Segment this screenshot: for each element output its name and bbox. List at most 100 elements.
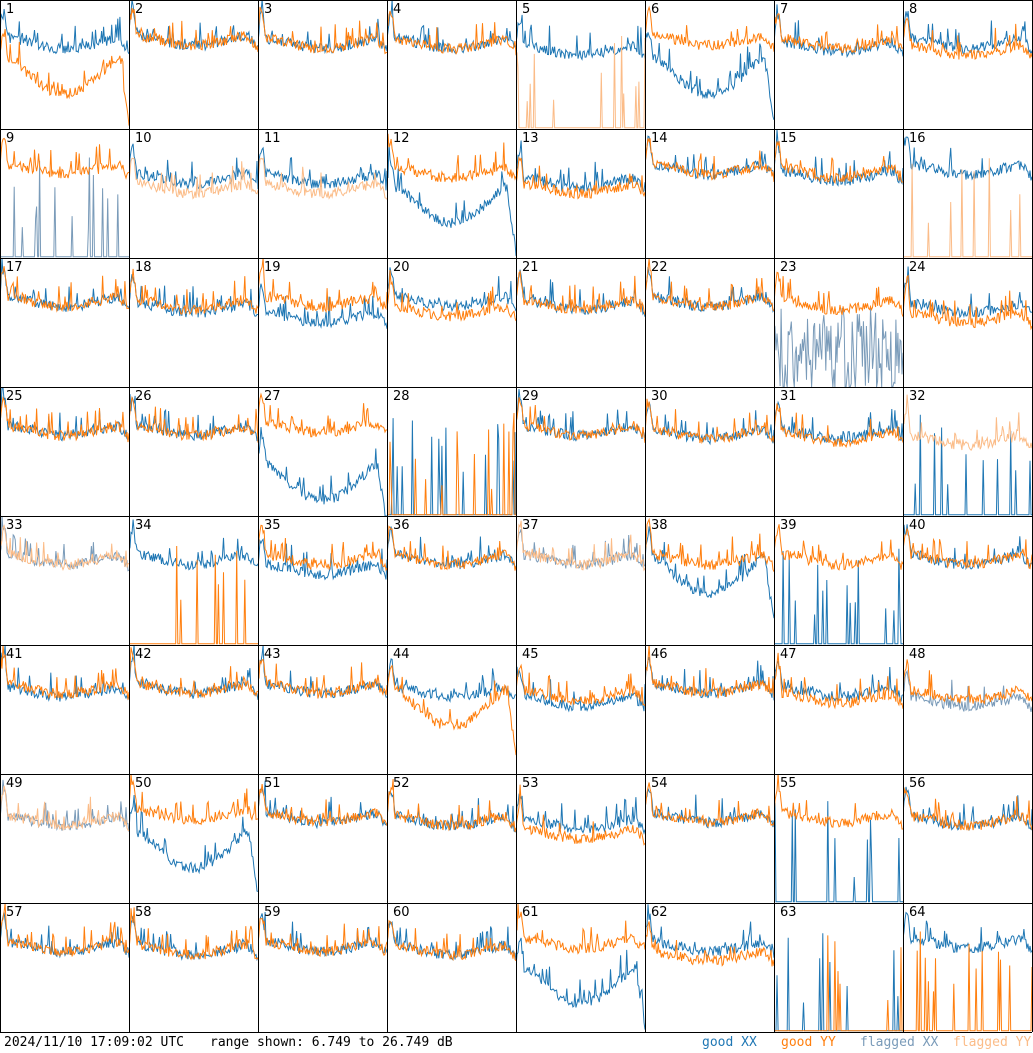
series-yy-line: [645, 138, 774, 182]
series-yy-line: [387, 778, 516, 833]
tile-number: 28: [393, 389, 410, 404]
series-xx-line: [774, 400, 903, 445]
series-yy-line: [0, 645, 129, 700]
tile-plot: [129, 268, 258, 318]
tile-7: 7: [774, 0, 903, 129]
tile-number: 11: [264, 131, 281, 146]
tile-plot: [258, 780, 387, 830]
tile-number: 59: [264, 905, 281, 920]
tile-plot: [903, 911, 1032, 1032]
tile-plot: [129, 394, 258, 443]
tile-50: 50: [129, 774, 258, 903]
series-xx-line: [645, 904, 774, 958]
tile-30: 30: [645, 387, 774, 516]
series-yy-line: [516, 520, 645, 572]
tile-plot: [516, 520, 645, 572]
series-yy-line: [645, 517, 774, 572]
tile-34: 34: [129, 516, 258, 645]
tile-15: 15: [774, 129, 903, 258]
series-xx-line: [0, 9, 129, 55]
series-yy-line: [387, 10, 516, 56]
tile-plot: [645, 258, 774, 313]
tile-plot: [387, 778, 516, 833]
tile-plot: [0, 516, 129, 572]
tile-plot: [516, 14, 645, 129]
tile-plot: [258, 911, 387, 958]
tile-plot: [0, 258, 129, 313]
tile-number: 21: [522, 260, 539, 275]
tile-60: 60: [387, 903, 516, 1032]
tile-32: 32: [903, 387, 1032, 516]
series-yy-line: [774, 774, 903, 830]
tile-number: 37: [522, 518, 539, 533]
tile-number: 20: [393, 260, 410, 275]
tile-61: 61: [516, 903, 645, 1032]
tile-3: 3: [258, 0, 387, 129]
tile-43: 43: [258, 645, 387, 774]
tile-plot: [516, 903, 645, 1030]
tile-59: 59: [258, 903, 387, 1032]
tile-plot: [0, 137, 129, 258]
tile-plot: [258, 0, 387, 55]
series-xx-line: [903, 136, 1032, 181]
series-yy-line: [516, 397, 645, 443]
series-yy-line: [129, 907, 258, 961]
series-yy-line: [258, 6, 387, 55]
tile-plot: [774, 271, 903, 387]
series-xx-line: [903, 911, 1032, 954]
series-xx-line: [258, 538, 387, 581]
tile-number: 5: [522, 2, 531, 17]
tile-1: 1: [0, 0, 129, 129]
tile-number: 23: [780, 260, 797, 275]
tile-plot: [903, 136, 1032, 258]
series-xx-line: [129, 794, 258, 892]
tile-number: 38: [651, 518, 668, 533]
tile-24: 24: [903, 258, 1032, 387]
tile-33: 33: [0, 516, 129, 645]
tile-28: 28: [387, 387, 516, 516]
legend-good-xx: good XX: [702, 1035, 757, 1050]
tile-number: 1: [6, 2, 15, 17]
series-yy-line: [903, 274, 1032, 331]
tile-plot: [645, 782, 774, 829]
tile-plot: [774, 129, 903, 187]
tile-number: 55: [780, 776, 797, 791]
tile-6: 6: [645, 0, 774, 129]
tile-22: 22: [645, 258, 774, 387]
tile-plot: [387, 267, 516, 322]
series-xx-line: [774, 801, 903, 903]
tile-plot: [129, 907, 258, 962]
tile-plot: [516, 784, 645, 846]
tile-plot: [0, 645, 129, 702]
tile-41: 41: [0, 645, 129, 774]
series-yy-line: [774, 141, 903, 185]
tile-39: 39: [774, 516, 903, 645]
tile-57: 57: [0, 903, 129, 1032]
tile-23: 23: [774, 258, 903, 387]
tile-number: 26: [135, 389, 152, 404]
tile-number: 50: [135, 776, 152, 791]
tile-number: 10: [135, 131, 152, 146]
tile-53: 53: [516, 774, 645, 903]
tile-54: 54: [645, 774, 774, 903]
tile-plot: [645, 904, 774, 967]
series-xx-line: [387, 920, 516, 961]
tile-number: 30: [651, 389, 668, 404]
tile-number: 25: [6, 389, 23, 404]
tile-plot: [129, 519, 258, 645]
tile-number: 46: [651, 647, 668, 662]
series-yy-line: [516, 155, 645, 200]
tile-42: 42: [129, 645, 258, 774]
tile-29: 29: [516, 387, 645, 516]
tile-number: 34: [135, 518, 152, 533]
tile-number: 35: [264, 518, 281, 533]
series-xx-line: [0, 157, 129, 258]
series-yy-line: [387, 525, 516, 571]
tile-number: 22: [651, 260, 668, 275]
tile-plot: [0, 903, 129, 959]
tile-plot: [645, 645, 774, 701]
tile-52: 52: [387, 774, 516, 903]
series-yy-line: [258, 392, 387, 438]
tile-27: 27: [258, 387, 387, 516]
tile-40: 40: [903, 516, 1032, 645]
